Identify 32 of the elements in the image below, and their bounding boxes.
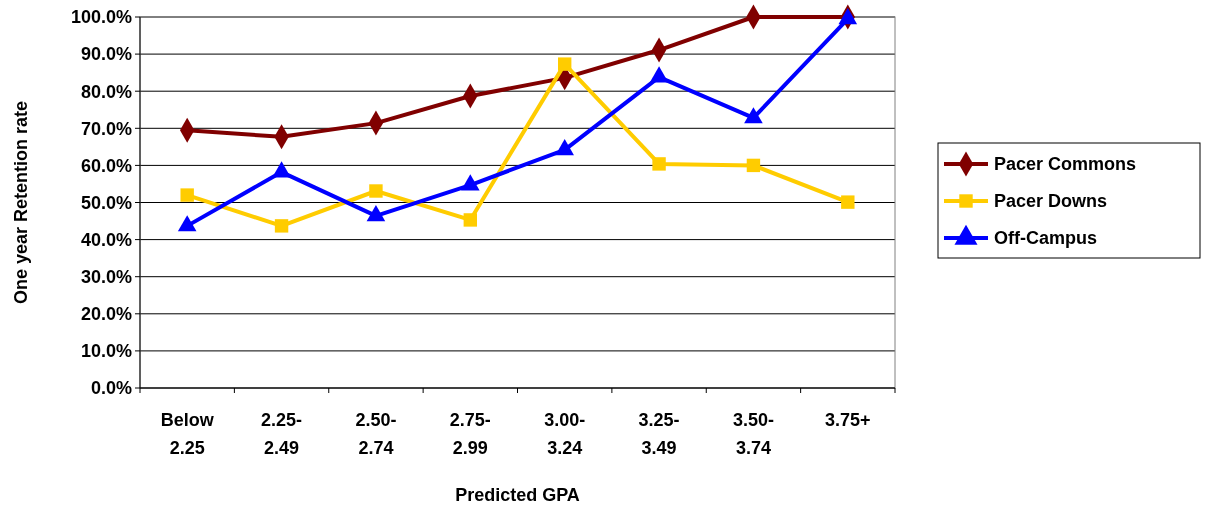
y-tick-label: 60.0% — [80, 155, 132, 176]
y-tick-label: 50.0% — [80, 192, 132, 213]
legend-label: Pacer Commons — [994, 154, 1137, 175]
y-tick-label: 80.0% — [80, 81, 132, 102]
point — [746, 158, 761, 173]
point — [557, 57, 572, 71]
x-tick-label: 3.75+ — [825, 410, 871, 430]
y-axis-title: One year Retention rate — [11, 100, 31, 305]
y-tick-label: 90.0% — [80, 44, 132, 65]
x-tick-label: 3.25-3.49 — [638, 410, 680, 458]
y-tick-label: 20.0% — [80, 304, 132, 325]
x-tick-label: 2.25-2.49 — [261, 410, 303, 458]
point — [369, 184, 383, 198]
point — [652, 157, 666, 171]
y-tick-label: 0.0% — [90, 378, 132, 399]
x-tick-label: 3.50-3.74 — [732, 410, 774, 458]
x-tick-label: 2.50-2.74 — [355, 410, 397, 458]
legend-label: Pacer Downs — [994, 191, 1108, 212]
point — [274, 219, 289, 233]
point — [841, 195, 855, 209]
point — [180, 188, 194, 202]
x-axis-title: Predicted GPA — [455, 485, 580, 505]
y-tick-label: 70.0% — [80, 118, 132, 139]
y-tick-label: 10.0% — [80, 341, 132, 362]
point — [463, 213, 478, 227]
y-tick-label: 40.0% — [80, 229, 132, 250]
y-tick-label: 100.0% — [70, 7, 132, 28]
x-tick-label: 2.75-2.99 — [449, 410, 491, 458]
legend-label: Off-Campus — [994, 228, 1097, 249]
x-tick-label: 3.00-3.24 — [544, 410, 586, 458]
x-tick-label: Below 2.25 — [160, 410, 215, 458]
y-tick-label: 30.0% — [80, 267, 132, 287]
